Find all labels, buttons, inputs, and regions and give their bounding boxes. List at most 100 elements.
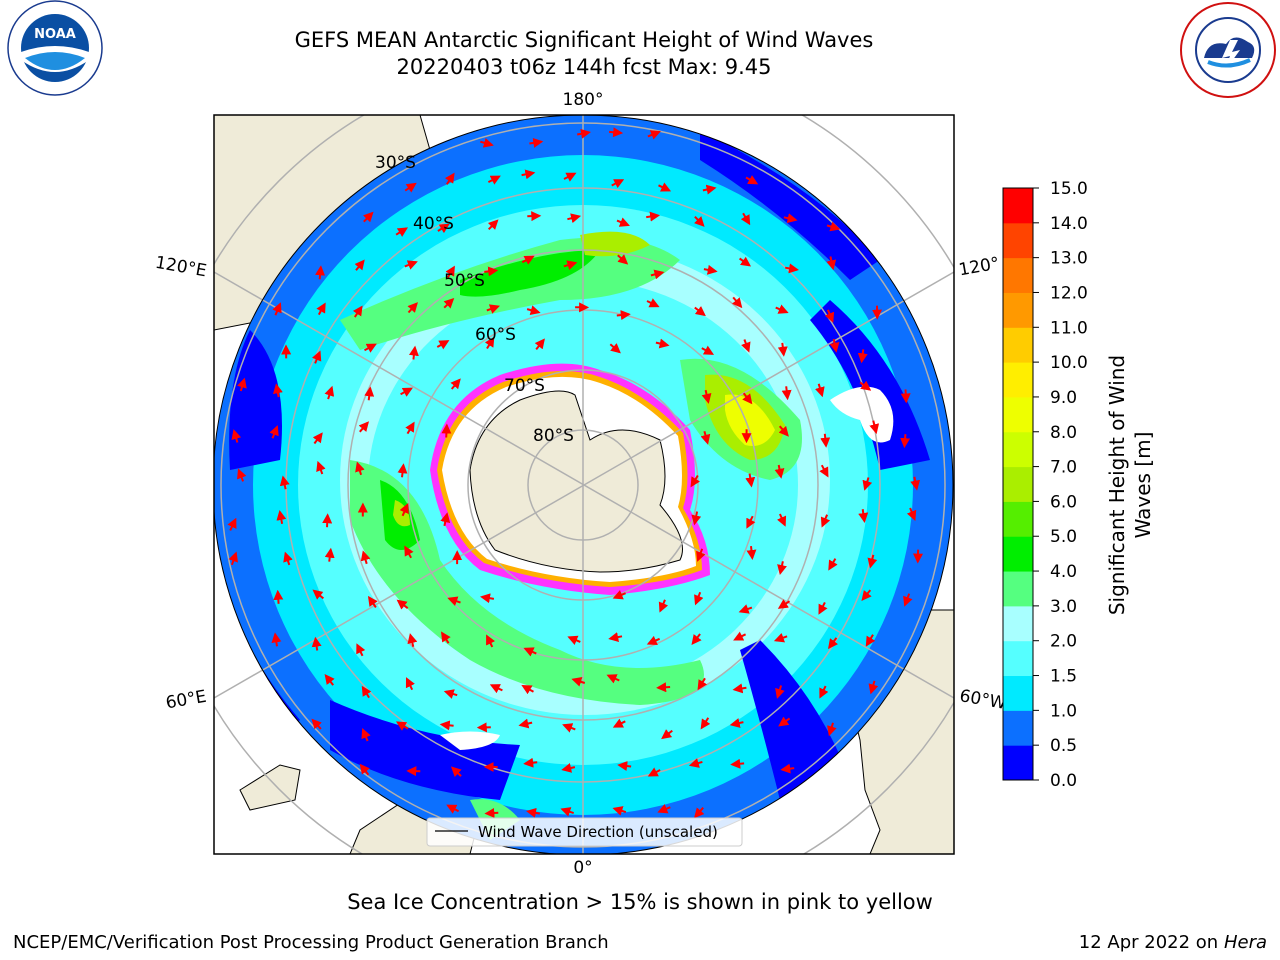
wave-direction-arrow [367,595,378,608]
wave-direction-arrow [783,213,798,224]
wave-direction-arrow [484,336,495,350]
wave-direction-arrow [529,137,544,148]
colorbar-tick-label: 13.0 [1050,249,1088,269]
wave-direction-arrow [527,211,542,222]
wave-direction-arrow [404,260,418,270]
wave-direction-arrow [774,464,785,479]
wave-direction-arrow [694,591,704,606]
wave-direction-arrow [647,767,661,777]
wave-direction-arrow [781,386,792,401]
wave-direction-arrow [364,386,375,401]
colorbar-band [1003,396,1033,433]
wave-direction-arrow [441,423,452,438]
wave-direction-arrow [316,460,326,475]
wave-direction-arrow [857,349,868,364]
wave-direction-arrow [819,685,829,699]
wave-direction-arrow [311,636,322,651]
wave-direction-arrow [526,807,540,818]
lon-label-upper-right: 120° [957,254,1001,281]
wave-direction-arrow [356,643,366,657]
wind-wave-arrows [227,127,923,819]
colorbar-band [1003,292,1033,328]
wave-direction-arrow [443,298,455,309]
footer-date-text: 12 Apr 2022 on [1078,932,1224,953]
wave-direction-arrow [518,718,533,729]
wave-direction-arrow [561,763,576,773]
wave-direction-arrow [658,599,669,613]
wave-direction-arrow [824,309,835,323]
wave-direction-arrow [701,389,712,404]
wave-direction-arrow [577,128,591,139]
colorbar-band [1003,257,1033,293]
wave-direction-arrow [436,340,450,350]
wave-direction-arrow [732,683,747,694]
wave-direction-arrow [732,296,743,309]
wave-direction-arrow [900,389,911,404]
colorbar-band [1003,466,1033,502]
wave-direction-arrow [826,221,841,232]
wave-direction-arrow [563,172,577,182]
wave-direction-arrow [697,677,708,691]
wave-direction-arrow [480,138,494,148]
wave-direction-arrow [868,680,879,695]
wave-direction-arrow [617,254,629,265]
noaa-logo-text: NOAA [34,27,76,42]
wave-direction-arrow [741,339,751,353]
colorbar-tick-label: 1.0 [1050,701,1077,721]
map-legend: Wind Wave Direction (unscaled) [426,817,743,847]
lat-label-70: 70°S [504,376,545,396]
wave-direction-arrow [404,182,417,193]
wave-direction-arrow [361,685,372,699]
plot-subtitle: 20220403 t06z 144h fcst Max: 9.45 [396,55,772,79]
wave-direction-arrow [395,227,409,237]
wave-direction-arrow [324,674,335,686]
colorbar: 0.0 0.5 1.0 1.5 2.0 3.0 4.0 5.0 6.0 7.0 8.0 9.0 10.0… [1002,179,1088,791]
colorbar-band [1003,605,1033,642]
wave-direction-arrow [617,761,632,772]
wave-direction-arrow [441,631,451,644]
wave-direction-arrow [324,385,335,400]
wave-direction-arrow [359,763,370,776]
colorbar-tick-label: 14.0 [1050,214,1088,234]
colorbar-band [1003,571,1033,607]
colorbar-tick-label: 3.0 [1050,597,1077,617]
wave-direction-arrow [567,213,582,224]
wave-direction-arrow [444,172,455,185]
wave-direction-arrow [612,590,626,600]
wave-direction-arrow [776,513,787,527]
colorbar-tick-label: 5.0 [1050,527,1077,547]
madagascar [239,764,301,811]
wave-direction-arrow [694,306,706,317]
wave-direction-arrow [818,601,828,615]
wave-direction-arrow [819,464,829,478]
lat-label-40: 40°S [413,214,454,234]
sea-ice-note: Sea Ice Concentration > 15% is shown in … [347,890,933,914]
wave-direction-arrow [562,723,576,733]
wave-direction-arrow [484,807,499,818]
wave-direction-arrow [279,475,290,490]
plot-title: GEFS MEAN Antarctic Significant Height o… [294,28,874,52]
colorbar-tick-label: 0.5 [1050,736,1077,756]
wave-direction-arrow [700,717,711,730]
wave-direction-arrow [701,345,715,355]
colorbar-band [1003,431,1033,468]
wave-direction-arrow [815,383,825,398]
wave-direction-arrow [484,266,499,277]
wave-direction-arrow [745,473,756,488]
wave-direction-arrow [283,551,293,566]
wave-direction-arrow [742,392,753,405]
lon-label-bottom: 0° [573,858,592,878]
wave-direction-arrow [777,599,791,609]
wave-direction-arrow [828,558,838,571]
wave-direction-arrow [437,223,450,234]
wave-direction-arrow [236,468,247,482]
wave-direction-arrow [563,260,578,270]
wave-direction-arrow [269,425,279,439]
wave-direction-arrow [778,716,791,727]
wave-direction-arrow [616,217,630,227]
wave-direction-arrow [363,211,374,223]
colorbar-band [1003,675,1033,711]
wave-direction-arrow [395,721,409,731]
wave-direction-arrow [646,635,661,646]
wave-direction-arrow [322,513,333,528]
